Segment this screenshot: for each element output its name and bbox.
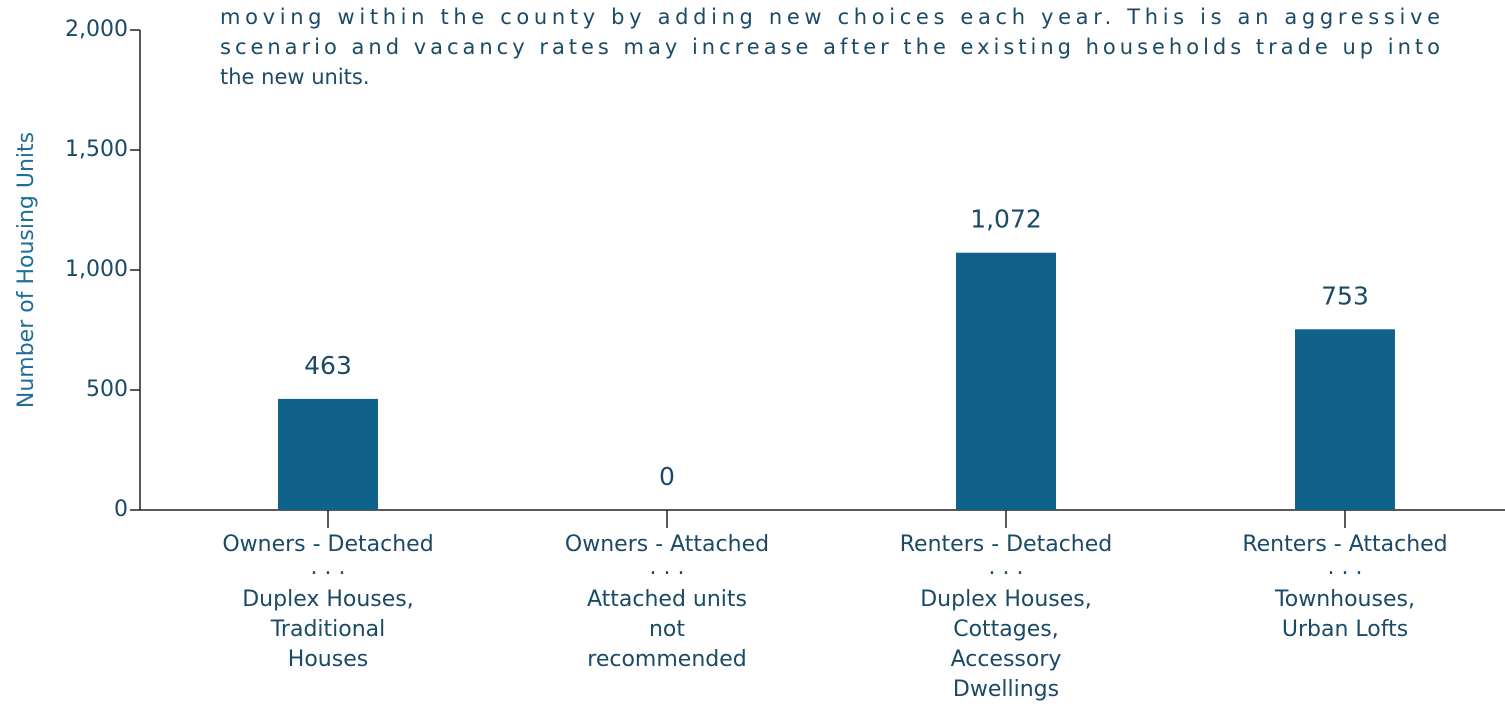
x-tick-label: Urban Lofts — [1282, 617, 1408, 642]
x-tick-label: Accessory — [951, 647, 1062, 672]
bar — [956, 252, 1056, 510]
x-tick-label: Cottages, — [953, 617, 1059, 642]
x-tick-label: Attached units — [587, 587, 747, 612]
annotation: the new units. — [220, 65, 370, 89]
x-tick-label: Dwellings — [953, 677, 1059, 702]
y-tick-label: 0 — [114, 497, 128, 522]
y-tick-label: 1,000 — [65, 257, 128, 282]
y-tick-label: 1,500 — [65, 137, 128, 162]
x-tick-label: . . . — [1328, 555, 1363, 580]
value-label: 463 — [304, 351, 352, 380]
x-tick-label: Townhouses, — [1274, 587, 1415, 612]
x-tick-label: Renters - Detached — [900, 532, 1113, 557]
bar — [1295, 329, 1395, 510]
annotation: scenario and vacancy rates may increase … — [220, 35, 1440, 59]
x-tick-label: Owners - Detached — [222, 532, 433, 557]
value-label: 1,072 — [970, 205, 1042, 234]
x-tick-label: Duplex Houses, — [242, 587, 414, 612]
x-tick-label: . . . — [989, 555, 1024, 580]
x-tick-label: Duplex Houses, — [920, 587, 1092, 612]
x-tick-label: Owners - Attached — [565, 532, 769, 557]
x-tick-label: Houses — [288, 647, 368, 672]
x-tick-label: recommended — [587, 647, 746, 672]
x-tick-label: . . . — [311, 555, 346, 580]
x-tick-label: Renters - Attached — [1242, 532, 1447, 557]
x-tick-label: Traditional — [270, 617, 386, 642]
x-tick-label: not — [649, 617, 685, 642]
x-tick-label: . . . — [650, 555, 685, 580]
bar — [278, 398, 378, 510]
y-axis-label: Number of Housing Units — [14, 132, 39, 408]
y-tick-label: 500 — [86, 377, 128, 402]
value-label: 0 — [659, 462, 675, 491]
value-label: 753 — [1321, 281, 1369, 310]
annotation: moving within the county by adding new c… — [220, 5, 1440, 29]
y-tick-label: 2,000 — [65, 17, 128, 42]
